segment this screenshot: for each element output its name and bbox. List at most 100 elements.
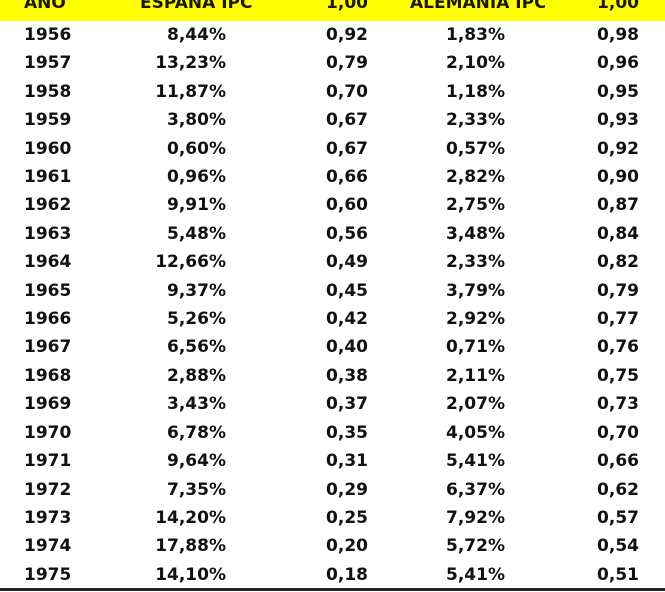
cell-germany-factor[interactable]: 0,76 <box>597 337 639 358</box>
cell-spain-factor[interactable]: 0,56 <box>326 223 368 244</box>
cell-year[interactable]: 1962 <box>24 195 72 216</box>
cell-year[interactable]: 1959 <box>24 110 72 131</box>
cell-germany-ipc[interactable]: 2,33% <box>446 252 505 273</box>
cell-spain-factor[interactable]: 0,67 <box>326 138 368 159</box>
cell-germany-factor[interactable]: 0,66 <box>597 451 639 472</box>
cell-spain-factor[interactable]: 0,79 <box>326 53 368 74</box>
cell-spain-ipc[interactable]: 14,10% <box>155 564 226 585</box>
cell-germany-factor[interactable]: 0,84 <box>597 223 639 244</box>
cell-germany-factor[interactable]: 0,77 <box>597 309 639 330</box>
cell-spain-factor[interactable]: 0,70 <box>326 81 368 102</box>
header-germany-factor[interactable]: 1,00 <box>597 0 639 13</box>
cell-germany-ipc[interactable]: 5,41% <box>446 451 505 472</box>
cell-germany-factor[interactable]: 0,95 <box>597 81 639 102</box>
cell-germany-factor[interactable]: 0,57 <box>597 507 639 528</box>
cell-germany-factor[interactable]: 0,54 <box>597 536 639 557</box>
cell-spain-factor[interactable]: 0,35 <box>326 422 368 443</box>
cell-year[interactable]: 1975 <box>24 564 72 585</box>
cell-year[interactable]: 1967 <box>24 337 72 358</box>
cell-germany-factor[interactable]: 0,93 <box>597 110 639 131</box>
cell-spain-ipc[interactable]: 14,20% <box>155 507 226 528</box>
cell-spain-ipc[interactable]: 13,23% <box>155 53 226 74</box>
cell-germany-ipc[interactable]: 2,82% <box>446 167 505 188</box>
cell-year[interactable]: 1972 <box>24 479 72 500</box>
cell-year[interactable]: 1974 <box>24 536 72 557</box>
cell-spain-ipc[interactable]: 3,80% <box>167 110 226 131</box>
cell-germany-factor[interactable]: 0,70 <box>597 422 639 443</box>
cell-germany-ipc[interactable]: 1,18% <box>446 81 505 102</box>
cell-germany-factor[interactable]: 0,51 <box>597 564 639 585</box>
cell-spain-ipc[interactable]: 6,56% <box>167 337 226 358</box>
cell-spain-factor[interactable]: 0,29 <box>326 479 368 500</box>
cell-spain-factor[interactable]: 0,18 <box>326 564 368 585</box>
cell-spain-ipc[interactable]: 17,88% <box>155 536 226 557</box>
cell-germany-ipc[interactable]: 5,72% <box>446 536 505 557</box>
cell-year[interactable]: 1969 <box>24 394 72 415</box>
cell-spain-factor[interactable]: 0,66 <box>326 167 368 188</box>
cell-spain-factor[interactable]: 0,25 <box>326 507 368 528</box>
cell-spain-factor[interactable]: 0,45 <box>326 280 368 301</box>
header-year[interactable]: AÑO <box>24 0 66 13</box>
cell-spain-factor[interactable]: 0,38 <box>326 365 368 386</box>
cell-year[interactable]: 1971 <box>24 451 72 472</box>
cell-germany-factor[interactable]: 0,82 <box>597 252 639 273</box>
cell-spain-factor[interactable]: 0,60 <box>326 195 368 216</box>
cell-germany-factor[interactable]: 0,98 <box>597 25 639 45</box>
cell-year[interactable]: 1966 <box>24 309 72 330</box>
cell-germany-ipc[interactable]: 3,48% <box>446 223 505 244</box>
cell-spain-factor[interactable]: 0,31 <box>326 451 368 472</box>
cell-year[interactable]: 1956 <box>24 25 72 45</box>
cell-germany-ipc[interactable]: 1,83% <box>446 25 505 45</box>
cell-year[interactable]: 1963 <box>24 223 72 244</box>
cell-spain-ipc[interactable]: 2,88% <box>167 365 226 386</box>
cell-germany-factor[interactable]: 0,96 <box>597 53 639 74</box>
cell-germany-ipc[interactable]: 4,05% <box>446 422 505 443</box>
header-spain-factor[interactable]: 1,00 <box>326 0 368 13</box>
cell-spain-ipc[interactable]: 8,44% <box>167 25 226 45</box>
cell-year[interactable]: 1958 <box>24 81 72 102</box>
cell-spain-ipc[interactable]: 3,43% <box>167 394 226 415</box>
cell-spain-ipc[interactable]: 12,66% <box>155 252 226 273</box>
cell-germany-factor[interactable]: 0,87 <box>597 195 639 216</box>
cell-germany-ipc[interactable]: 2,10% <box>446 53 505 74</box>
cell-germany-factor[interactable]: 0,73 <box>597 394 639 415</box>
cell-germany-factor[interactable]: 0,62 <box>597 479 639 500</box>
cell-germany-factor[interactable]: 0,75 <box>597 365 639 386</box>
cell-spain-ipc[interactable]: 0,60% <box>167 138 226 159</box>
cell-spain-factor[interactable]: 0,49 <box>326 252 368 273</box>
cell-spain-ipc[interactable]: 6,78% <box>167 422 226 443</box>
cell-germany-ipc[interactable]: 2,33% <box>446 110 505 131</box>
cell-spain-ipc[interactable]: 9,91% <box>167 195 226 216</box>
cell-germany-ipc[interactable]: 0,57% <box>446 138 505 159</box>
cell-germany-ipc[interactable]: 2,92% <box>446 309 505 330</box>
cell-year[interactable]: 1961 <box>24 167 72 188</box>
cell-germany-ipc[interactable]: 3,79% <box>446 280 505 301</box>
cell-germany-ipc[interactable]: 2,75% <box>446 195 505 216</box>
cell-germany-ipc[interactable]: 6,37% <box>446 479 505 500</box>
cell-year[interactable]: 1960 <box>24 138 72 159</box>
cell-spain-ipc[interactable]: 7,35% <box>167 479 226 500</box>
cell-germany-factor[interactable]: 0,90 <box>597 167 639 188</box>
cell-spain-ipc[interactable]: 0,96% <box>167 167 226 188</box>
cell-spain-factor[interactable]: 0,40 <box>326 337 368 358</box>
cell-spain-ipc[interactable]: 9,64% <box>167 451 226 472</box>
header-spain-ipc[interactable]: ESPAÑA IPC <box>140 0 253 13</box>
cell-germany-factor[interactable]: 0,92 <box>597 138 639 159</box>
cell-germany-ipc[interactable]: 2,11% <box>446 365 505 386</box>
cell-spain-factor[interactable]: 0,42 <box>326 309 368 330</box>
cell-year[interactable]: 1957 <box>24 53 72 74</box>
cell-year[interactable]: 1965 <box>24 280 72 301</box>
cell-germany-ipc[interactable]: 5,41% <box>446 564 505 585</box>
cell-spain-ipc[interactable]: 5,26% <box>167 309 226 330</box>
cell-spain-ipc[interactable]: 11,87% <box>155 81 226 102</box>
header-germany-ipc[interactable]: ALEMANIA IPC <box>410 0 545 13</box>
cell-germany-ipc[interactable]: 7,92% <box>446 507 505 528</box>
cell-year[interactable]: 1973 <box>24 507 72 528</box>
cell-spain-ipc[interactable]: 9,37% <box>167 280 226 301</box>
cell-year[interactable]: 1968 <box>24 365 72 386</box>
cell-germany-ipc[interactable]: 0,71% <box>446 337 505 358</box>
cell-germany-factor[interactable]: 0,79 <box>597 280 639 301</box>
cell-spain-ipc[interactable]: 5,48% <box>167 223 226 244</box>
cell-spain-factor[interactable]: 0,20 <box>326 536 368 557</box>
cell-spain-factor[interactable]: 0,67 <box>326 110 368 131</box>
